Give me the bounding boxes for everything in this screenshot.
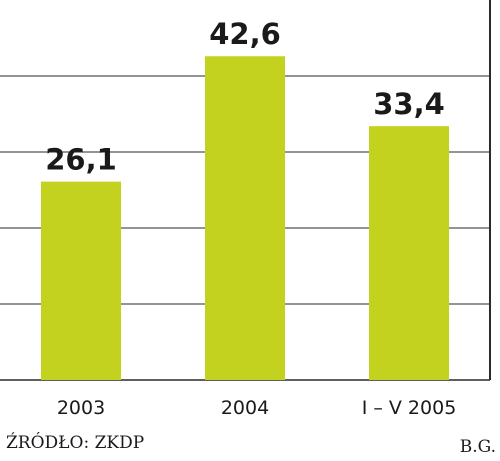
- bar: [205, 56, 285, 381]
- bar-value-label: 26,1: [45, 143, 117, 177]
- category-tick-label: 2004: [221, 397, 269, 419]
- value-labels: 26,1 42,6 33,4: [45, 17, 445, 176]
- bar: [41, 181, 121, 380]
- author-credit: B.G.: [460, 437, 496, 457]
- bar-value-label: 33,4: [373, 87, 445, 121]
- bar: [369, 126, 449, 380]
- source-note: ŹRÓDŁO: ZKDP: [6, 432, 144, 453]
- category-labels: 2003 2004 I – V 2005: [57, 397, 456, 419]
- footer: ŹRÓDŁO: ZKDP B.G.: [6, 432, 496, 457]
- bars: [41, 56, 449, 381]
- category-tick-label: I – V 2005: [362, 397, 457, 419]
- category-tick-label: 2003: [57, 397, 105, 419]
- bar-value-label: 42,6: [209, 17, 281, 51]
